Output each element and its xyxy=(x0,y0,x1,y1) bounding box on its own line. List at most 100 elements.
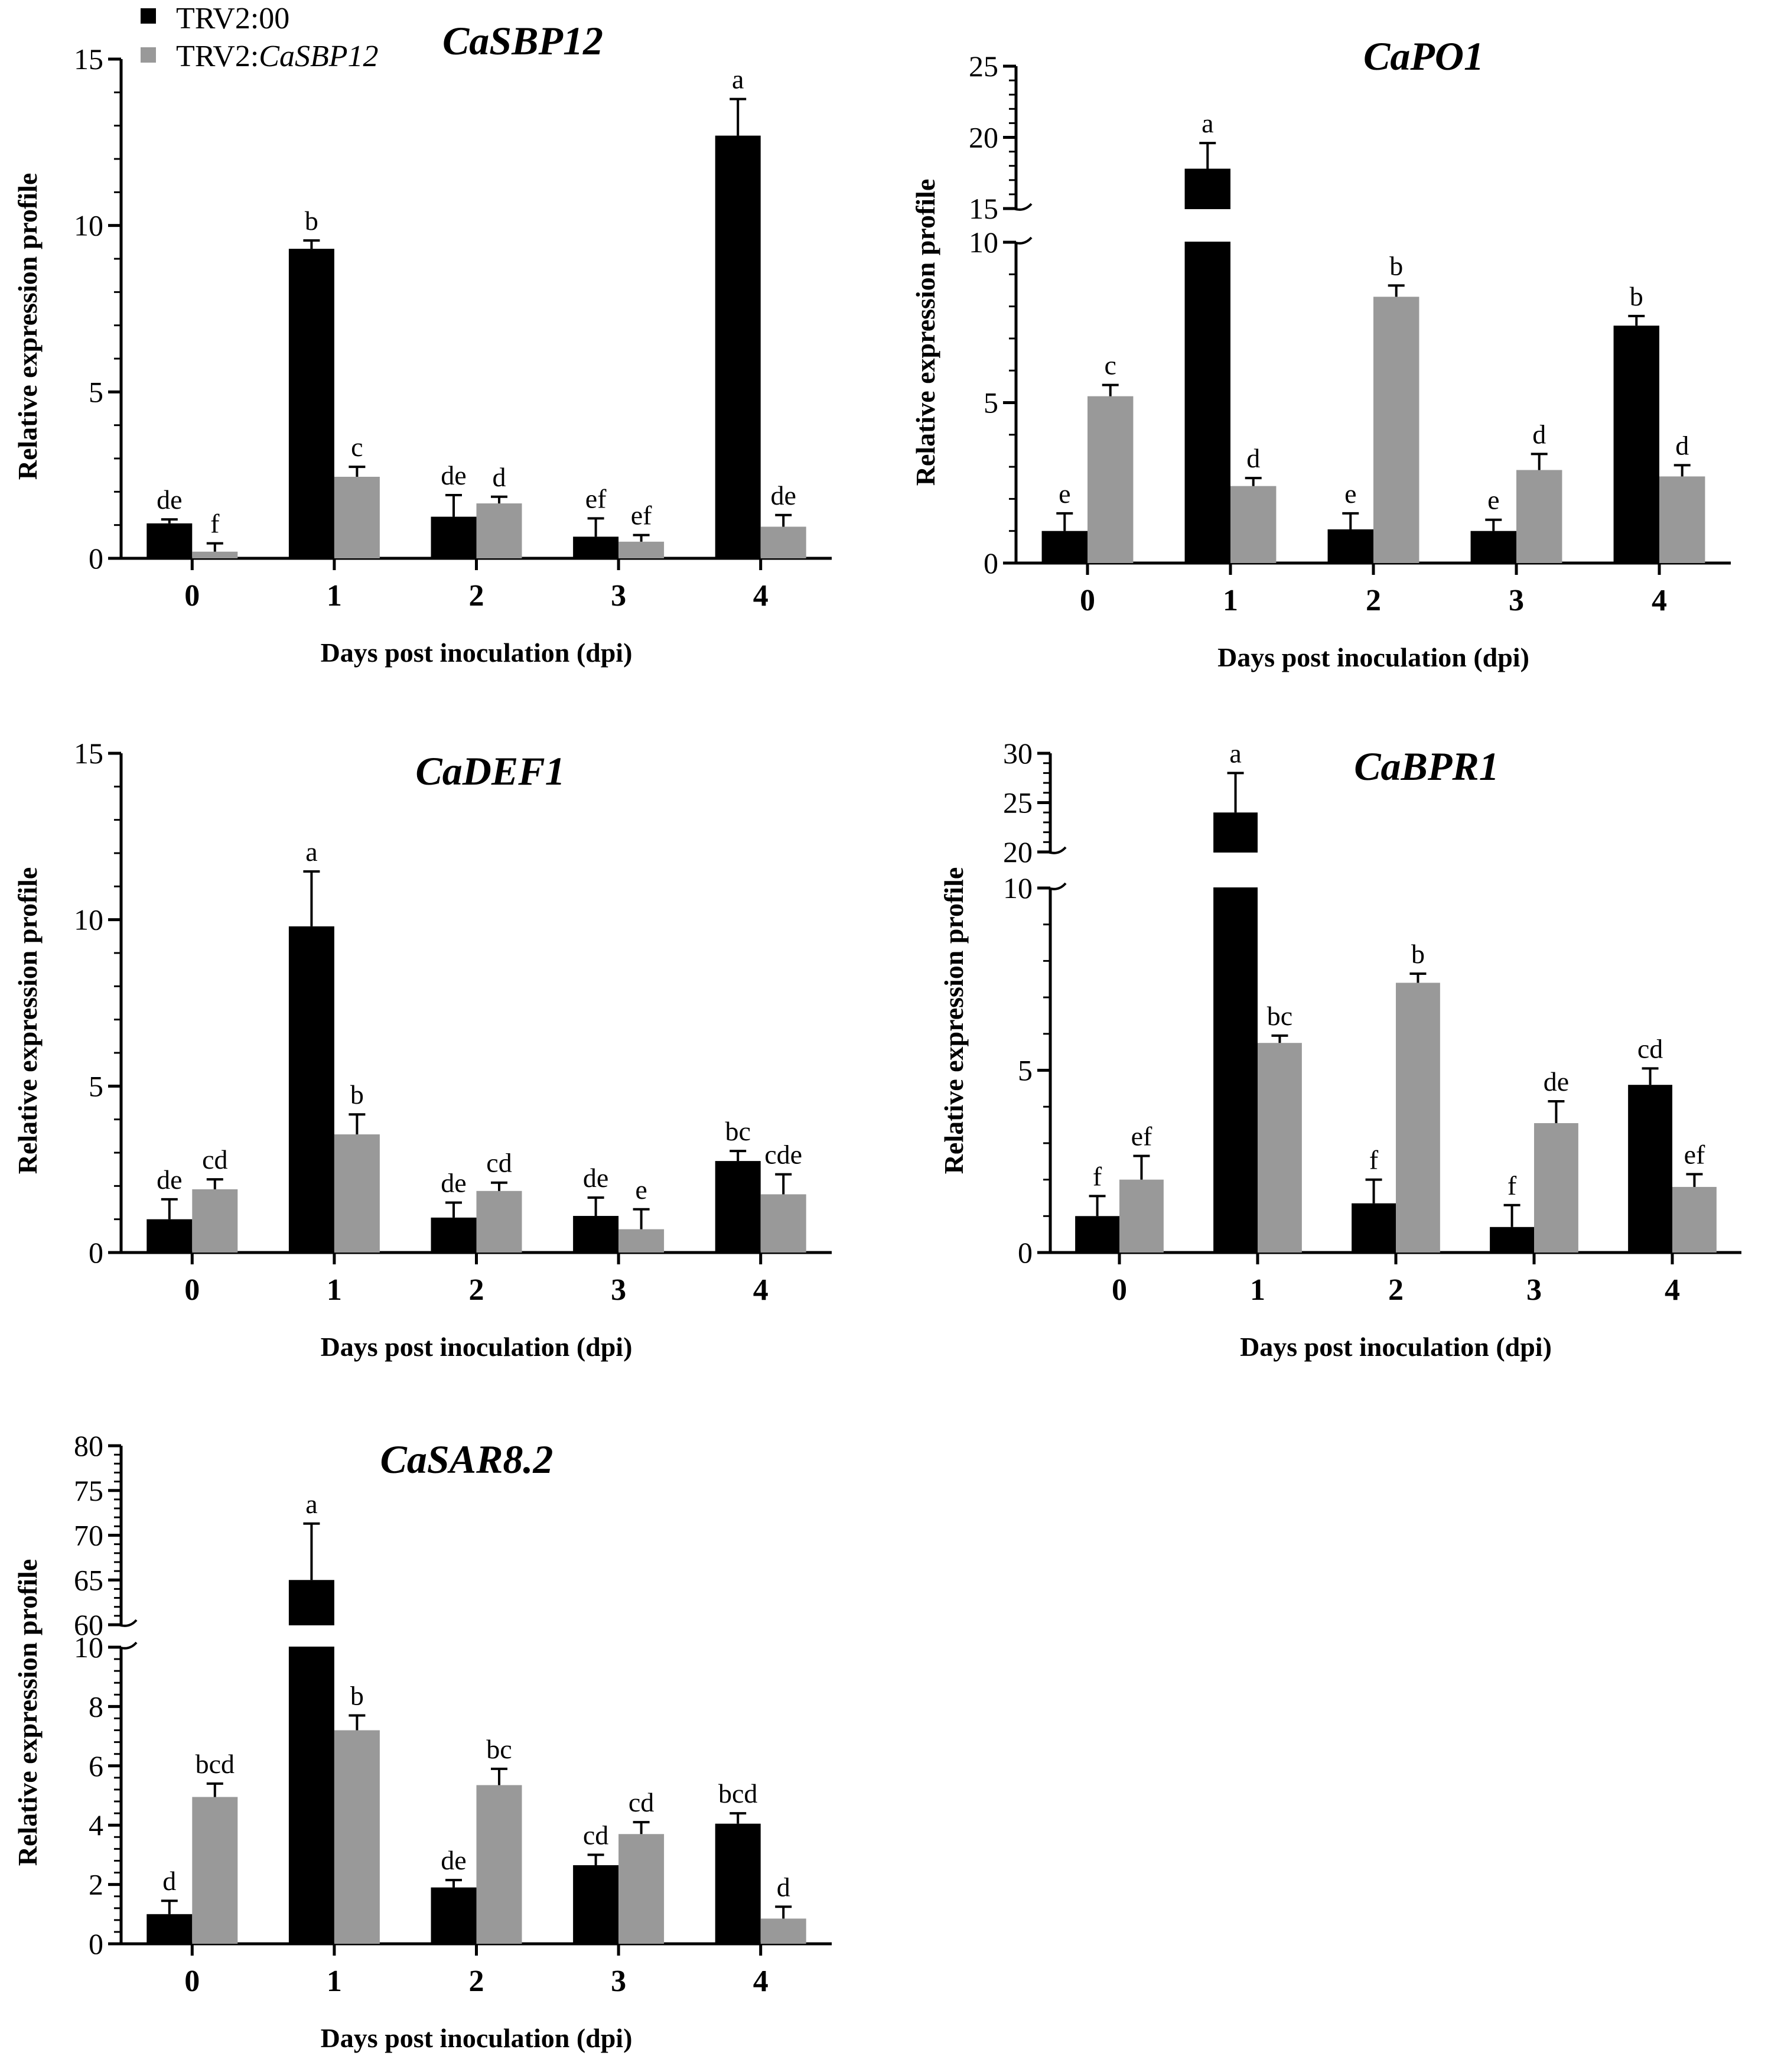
y-tick-label: 20 xyxy=(969,121,998,154)
significance-label: cde xyxy=(764,1140,802,1170)
bar-trv2-casbp12-day-1 xyxy=(334,1134,380,1253)
significance-label: a xyxy=(305,1489,317,1519)
x-tick-label: 3 xyxy=(1526,1273,1542,1307)
y-tick-label: 25 xyxy=(1003,786,1033,819)
axis-break-mark xyxy=(1013,236,1033,245)
significance-label: de xyxy=(770,480,796,510)
x-axis-title: Days post inoculation (dpi) xyxy=(1240,1332,1552,1362)
bar-trv2-casbp12-day-3 xyxy=(1516,470,1562,563)
significance-label: cd xyxy=(583,1820,608,1850)
bar-trv2-00-day-3 xyxy=(573,1216,619,1253)
x-tick-label: 2 xyxy=(469,1273,484,1307)
bar-trv2-00-day-0 xyxy=(1075,1216,1119,1253)
x-tick-label: 1 xyxy=(327,579,342,613)
chart-cadef1: CaDEF1 0 5 10 15 Relative expression profile 0… xyxy=(12,737,832,1362)
x-tick-label: 2 xyxy=(469,1964,484,1998)
y-tick-label: 30 xyxy=(1003,737,1033,770)
x-tick-label: 0 xyxy=(1112,1273,1127,1307)
significance-label: c xyxy=(351,432,363,462)
bar-trv2-00-day-4 xyxy=(1628,1085,1672,1253)
x-tick-label: 3 xyxy=(611,579,626,613)
legend-label-trv2-casbp12: TRV2:CaSBP12 xyxy=(176,40,379,73)
significance-label: b xyxy=(305,206,318,236)
bar-trv2-casbp12-day-0 xyxy=(1088,396,1134,563)
bar-trv2-casbp12-day-4 xyxy=(1672,1186,1717,1253)
legend: TRV2:00 TRV2:CaSBP12 xyxy=(141,2,379,73)
significance-label: c xyxy=(1105,350,1116,380)
significance-label: cd xyxy=(1637,1033,1663,1063)
x-tick-label: 4 xyxy=(1652,584,1667,617)
significance-label: ef xyxy=(1684,1139,1705,1169)
y-tick-label: 80 xyxy=(74,1429,103,1462)
x-tick-label: 3 xyxy=(611,1964,626,1998)
axis-break-mark xyxy=(118,1641,138,1650)
bar-trv2-casbp12-day-2 xyxy=(1396,983,1440,1253)
x-tick-label: 0 xyxy=(184,1273,200,1307)
bar-trv2-00-day-2 xyxy=(1352,1203,1396,1253)
y-tick-label: 20 xyxy=(1003,835,1033,869)
bar-trv2-00-day-4 xyxy=(715,1161,761,1253)
bar-trv2-casbp12-day-3 xyxy=(618,1229,665,1253)
bar-trv2-00-day-2 xyxy=(431,1887,477,1944)
bar-trv2-00-day-3 xyxy=(1470,531,1516,563)
chart-title: CaDEF1 xyxy=(415,749,565,793)
bar-trv2-casbp12-day-1 xyxy=(334,476,380,558)
significance-label: d xyxy=(1246,443,1260,473)
y-tick-label: 65 xyxy=(74,1563,103,1596)
bar-break-gap xyxy=(1183,209,1232,242)
y-tick-label: 25 xyxy=(969,50,998,83)
bar-trv2-00-day-2 xyxy=(1327,529,1373,563)
significance-label: e xyxy=(1344,479,1356,509)
bar-trv2-casbp12-day-2 xyxy=(476,503,522,558)
y-tick-label: 4 xyxy=(89,1808,103,1842)
significance-label: a xyxy=(1202,108,1213,138)
y-tick-label: 15 xyxy=(969,192,998,225)
bar-trv2-00-day-1 xyxy=(288,249,334,559)
bar-trv2-casbp12-day-0 xyxy=(1119,1179,1164,1253)
bar-trv2-casbp12-day-4 xyxy=(760,1918,806,1944)
y-tick-label: 5 xyxy=(89,1069,103,1102)
legend-swatch-trv2-00 xyxy=(141,8,156,24)
bar-trv2-00-day-0 xyxy=(146,1914,193,1944)
y-tick-label: 0 xyxy=(89,542,103,575)
significance-label: de xyxy=(157,1165,182,1195)
y-tick-label: 10 xyxy=(969,226,998,259)
significance-label: a xyxy=(732,64,744,95)
y-tick-label: 0 xyxy=(1018,1236,1033,1269)
bar-trv2-casbp12-day-3 xyxy=(1534,1123,1578,1253)
x-tick-label: 2 xyxy=(1388,1273,1404,1307)
significance-label: f xyxy=(1507,1170,1517,1201)
significance-label: b xyxy=(1630,281,1643,311)
bar-break-gap xyxy=(287,1625,336,1647)
x-tick-label: 1 xyxy=(1223,584,1238,617)
x-tick-label: 4 xyxy=(753,1273,769,1307)
significance-label: ef xyxy=(631,500,652,531)
bar-trv2-casbp12-day-3 xyxy=(618,1834,665,1944)
significance-label: d xyxy=(777,1872,790,1902)
significance-label: bc xyxy=(486,1734,512,1764)
bar-trv2-casbp12-day-0 xyxy=(192,1797,238,1944)
bar-trv2-casbp12-day-0 xyxy=(192,1189,238,1253)
y-tick-label: 5 xyxy=(1018,1054,1033,1087)
significance-label: de xyxy=(441,460,466,490)
significance-label: de xyxy=(1544,1066,1569,1097)
bar-trv2-00-day-4 xyxy=(715,135,761,559)
y-axis-title: Relative expression profile xyxy=(12,173,43,480)
significance-label: de xyxy=(441,1168,466,1198)
significance-label: d xyxy=(1675,430,1689,460)
y-tick-label: 10 xyxy=(1003,871,1033,905)
significance-label: cd xyxy=(202,1144,227,1175)
significance-label: a xyxy=(1229,738,1241,768)
bar-trv2-casbp12-day-2 xyxy=(476,1190,522,1253)
x-axis-title: Days post inoculation (dpi) xyxy=(321,1332,633,1362)
y-tick-label: 6 xyxy=(89,1749,103,1782)
x-tick-label: 1 xyxy=(1250,1273,1265,1307)
chart-title: CaPO1 xyxy=(1363,34,1484,79)
y-tick-label: 10 xyxy=(74,903,103,936)
bar-trv2-00-day-2 xyxy=(431,1217,477,1253)
x-axis-title: Days post inoculation (dpi) xyxy=(321,637,633,668)
